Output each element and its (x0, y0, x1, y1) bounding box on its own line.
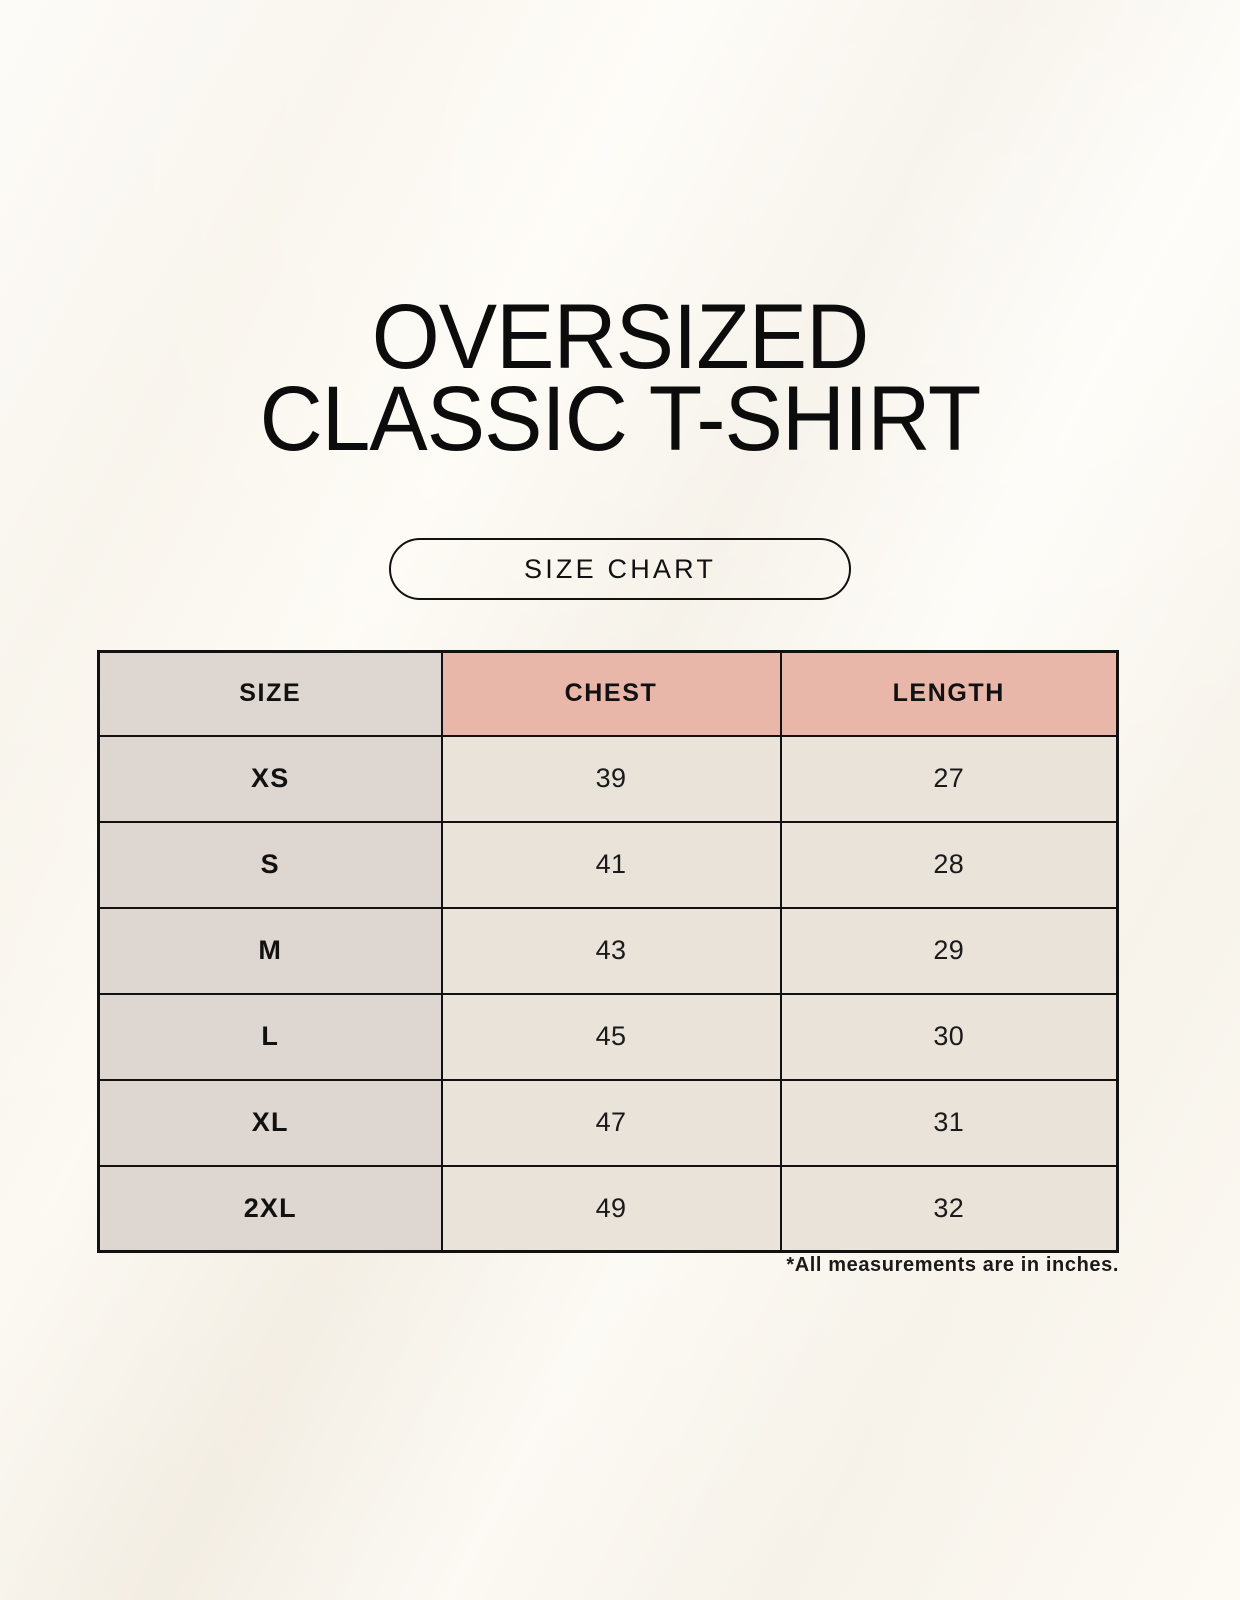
title-line-1: OVERSIZED (371, 286, 869, 388)
cell-size: L (97, 992, 443, 1081)
table-row: S 41 28 (97, 820, 1119, 909)
table-row: 2XL 49 32 (97, 1164, 1119, 1253)
cell-length: 32 (779, 1164, 1119, 1253)
column-header-size: SIZE (97, 650, 443, 737)
size-table-wrap: SIZE CHEST LENGTH XS 39 (97, 650, 1119, 1253)
cell-chest: 41 (440, 820, 782, 909)
chest-value: 49 (595, 1192, 627, 1223)
size-chart-badge: SIZE CHART (389, 538, 851, 600)
title-line-2: CLASSIC T-SHIRT (259, 368, 982, 470)
size-chart-badge-wrap: SIZE CHART (0, 538, 1240, 600)
length-value: 27 (933, 763, 965, 793)
column-header-length: LENGTH (779, 650, 1119, 737)
cell-length: 30 (779, 992, 1119, 1081)
cell-length: 31 (779, 1078, 1119, 1167)
chest-value: 45 (595, 1021, 627, 1051)
chest-value: 41 (595, 849, 627, 879)
size-table: SIZE CHEST LENGTH XS 39 (97, 650, 1119, 1253)
size-value: M (258, 935, 283, 965)
chest-value: 39 (595, 763, 627, 793)
cell-chest: 43 (440, 906, 782, 995)
cell-size: M (97, 906, 443, 995)
size-value: S (260, 849, 280, 879)
cell-size: 2XL (97, 1164, 443, 1253)
cell-size: XS (97, 734, 443, 823)
cell-chest: 47 (440, 1078, 782, 1167)
column-header-chest-label: CHEST (564, 679, 658, 708)
length-value: 31 (933, 1107, 965, 1137)
size-value: L (261, 1021, 280, 1051)
cell-chest: 39 (440, 734, 782, 823)
size-value: XL (251, 1107, 289, 1137)
size-chart-badge-label: SIZE CHART (523, 553, 717, 584)
chest-value: 43 (595, 935, 627, 965)
size-value: XS (251, 763, 290, 793)
length-value: 28 (933, 849, 965, 879)
size-table-body: XS 39 27 S 41 (97, 734, 1119, 1253)
cell-size: XL (97, 1078, 443, 1167)
column-header-length-label: LENGTH (892, 679, 1005, 708)
page-title: OVERSIZED CLASSIC T-SHIRT (0, 286, 1240, 470)
length-value: 30 (933, 1021, 965, 1051)
column-header-size-label: SIZE (239, 679, 302, 708)
table-row: M 43 29 (97, 906, 1119, 995)
length-value: 32 (933, 1192, 965, 1223)
cell-size: S (97, 820, 443, 909)
cell-length: 28 (779, 820, 1119, 909)
table-row: XL 47 31 (97, 1078, 1119, 1167)
chest-value: 47 (595, 1107, 627, 1137)
size-value: 2XL (243, 1192, 297, 1223)
size-table-head: SIZE CHEST LENGTH (97, 650, 1119, 737)
cell-chest: 45 (440, 992, 782, 1081)
cell-chest: 49 (440, 1164, 782, 1253)
length-value: 29 (933, 935, 965, 965)
table-row: L 45 30 (97, 992, 1119, 1081)
cell-length: 29 (779, 906, 1119, 995)
cell-length: 27 (779, 734, 1119, 823)
table-header-row: SIZE CHEST LENGTH (97, 650, 1119, 737)
table-row: XS 39 27 (97, 734, 1119, 823)
column-header-chest: CHEST (440, 650, 782, 737)
measurement-units-note: *All measurements are in inches. (786, 1254, 1119, 1276)
